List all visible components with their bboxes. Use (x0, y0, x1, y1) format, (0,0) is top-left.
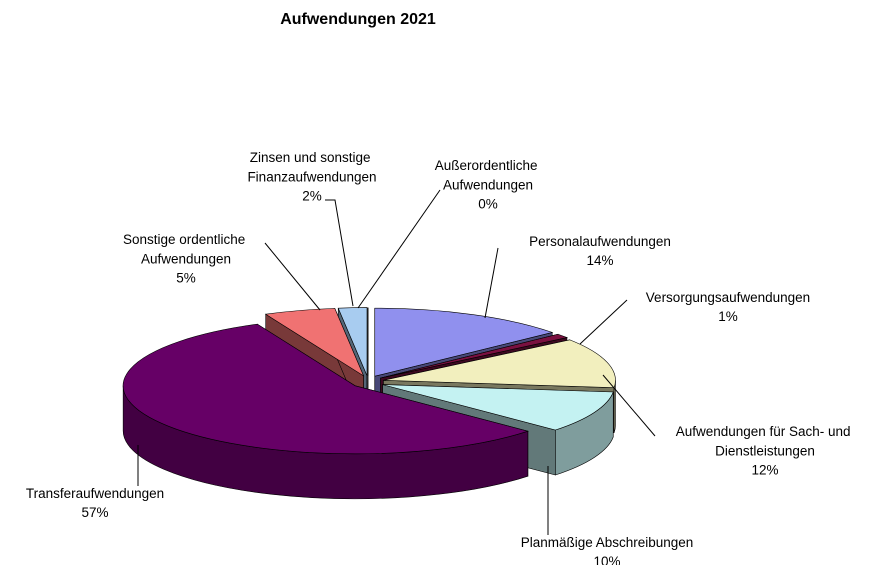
leader-line (484, 247, 499, 319)
slice (264, 308, 365, 377)
slice-value-label: 1% (718, 309, 738, 324)
slice-value-label: 57% (81, 505, 108, 520)
slice-label: Zinsen und sonstige Finanzaufwendungen (247, 150, 376, 185)
slice-value-label: 10% (593, 554, 620, 565)
slice-value-label: 2% (302, 189, 322, 204)
slice-label: Außerordentliche Aufwendungen (435, 158, 542, 193)
slice (337, 307, 368, 376)
slice (122, 323, 529, 455)
leader-line (357, 189, 441, 309)
slice-value-label: 14% (586, 253, 613, 268)
slice-label: Planmäßige Abschreibungen (521, 535, 694, 550)
slice-label: Transferaufwendungen (26, 486, 164, 501)
slice (374, 307, 554, 377)
slice (122, 323, 529, 500)
slice-label: Versorgungsaufwendungen (646, 290, 810, 305)
slice (383, 339, 616, 389)
chart-title: Aufwendungen 2021 (280, 11, 436, 28)
leader-line (264, 242, 321, 311)
slice-value-label: 12% (751, 463, 778, 478)
slice-value-label: 0% (478, 197, 498, 212)
slice (382, 384, 614, 431)
slice-label: Sonstige ordentliche Aufwendungen (123, 232, 249, 267)
slice-label: Aufwendungen für Sach- und Dienstleistun… (676, 424, 855, 459)
slice (380, 333, 568, 379)
pie (122, 307, 616, 500)
labels: Personalaufwendungen 14% Versorgungsaufwen… (26, 150, 854, 565)
slice-label: Personalaufwendungen (529, 234, 671, 249)
leader-line (579, 299, 628, 345)
leader-line (602, 374, 656, 437)
slice-value-label: 5% (176, 271, 196, 286)
leader-line (325, 199, 354, 307)
